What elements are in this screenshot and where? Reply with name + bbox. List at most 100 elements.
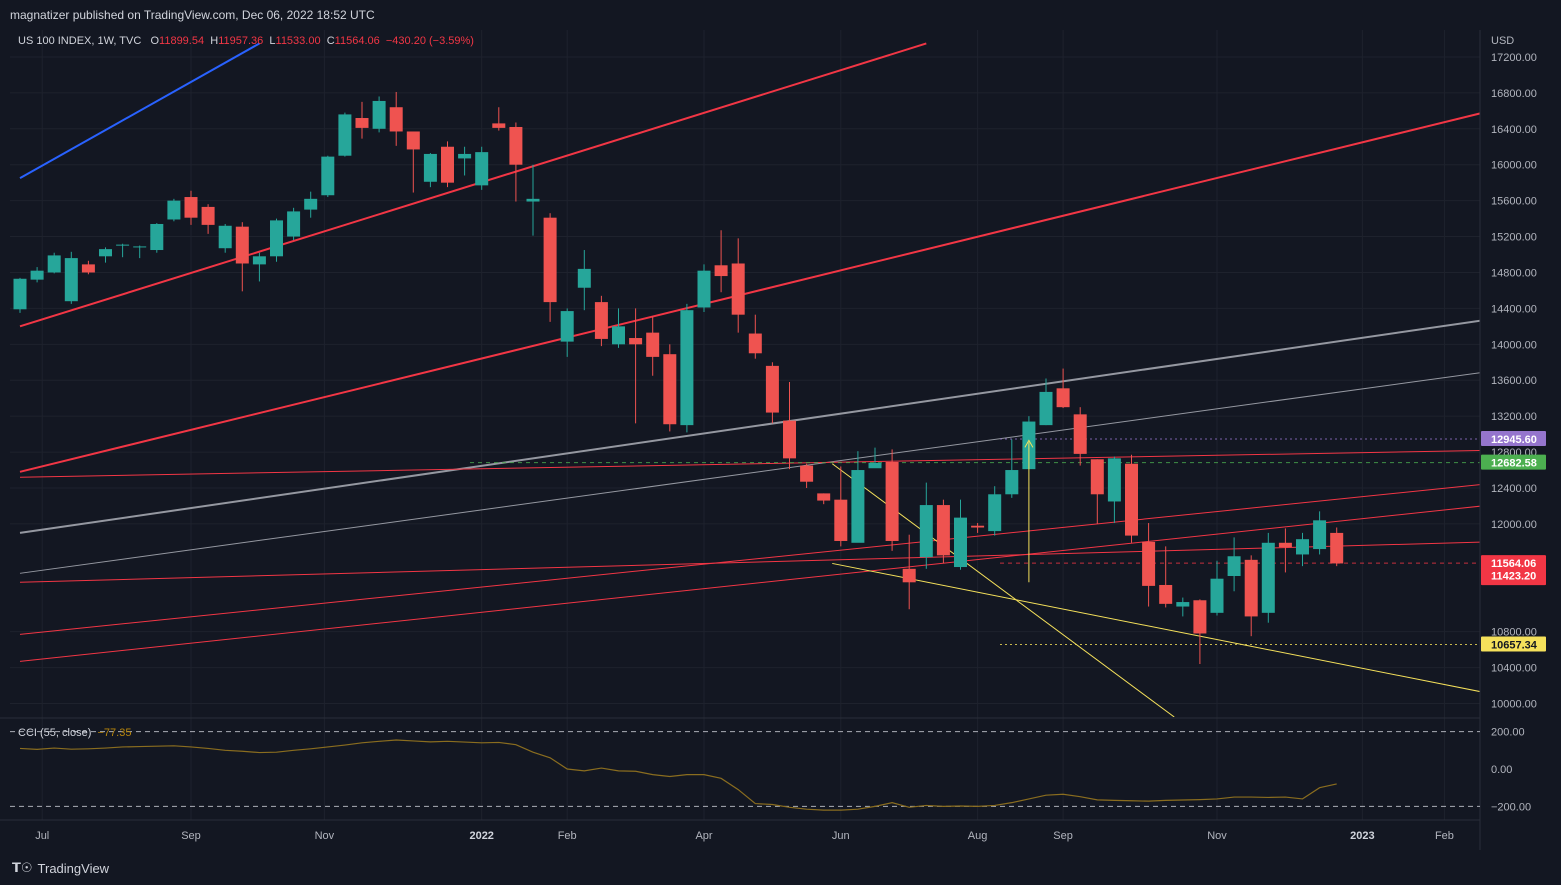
candle-body — [868, 462, 882, 469]
candle-body — [64, 258, 78, 302]
candle-body — [1330, 532, 1344, 564]
candle-body — [372, 100, 386, 129]
price-tick-label: 14000.00 — [1491, 339, 1537, 351]
tradingview-brand[interactable]: 𝗧☉ TradingView — [12, 860, 109, 876]
candle-body — [1296, 539, 1309, 555]
candle-body — [800, 465, 814, 482]
candle — [441, 141, 454, 188]
candle — [1193, 599, 1207, 665]
candle-body — [116, 244, 130, 246]
candle — [1142, 523, 1156, 607]
price-tag: 10657.34 — [1481, 636, 1546, 652]
candle — [133, 245, 147, 259]
candle-body — [218, 225, 232, 249]
candle — [99, 247, 112, 263]
cci-level-label: 200.00 — [1491, 727, 1525, 739]
candle — [1005, 439, 1019, 498]
candle — [543, 213, 557, 322]
candle-body — [492, 123, 506, 128]
trend-line — [19, 372, 1480, 574]
candle — [30, 267, 44, 283]
high-label: H — [210, 35, 219, 47]
symbol-legend[interactable]: US 100 INDEX, 1W, TVC O11899.54 H11957.3… — [18, 35, 474, 47]
candle-body — [663, 354, 677, 425]
candle — [560, 308, 574, 357]
price-tick-label: 14800.00 — [1491, 267, 1537, 279]
candle-body — [543, 217, 557, 303]
price-tag-box — [1481, 431, 1546, 447]
candle — [612, 308, 625, 348]
candle — [287, 207, 301, 241]
time-tick-label: Feb — [1435, 830, 1454, 842]
candle — [1056, 368, 1070, 409]
price-tag-box — [1481, 567, 1546, 583]
time-tick-label: Apr — [695, 830, 712, 842]
price-tag-value: 12945.60 — [1491, 434, 1537, 446]
price-tag-value: 10657.34 — [1491, 639, 1538, 651]
candle-body — [748, 333, 762, 354]
candle-body — [355, 118, 369, 128]
price-tag-value: 11423.20 — [1491, 571, 1536, 583]
time-tick-label: Jul — [35, 830, 49, 842]
price-tick-label: 10800.00 — [1491, 627, 1537, 639]
candle — [646, 316, 660, 376]
candle — [697, 264, 711, 312]
candle — [629, 308, 643, 424]
price-tick-label: 16000.00 — [1491, 160, 1537, 172]
candle — [509, 122, 523, 202]
candle — [1210, 560, 1224, 616]
grid-lines — [10, 30, 1480, 820]
candle — [458, 146, 472, 176]
candle-body — [81, 264, 95, 273]
brand-text: TradingView — [37, 860, 110, 876]
candle — [270, 218, 283, 262]
candle-body — [270, 220, 283, 257]
candle — [13, 277, 27, 313]
candle — [680, 303, 694, 433]
candle — [201, 204, 215, 234]
candle — [1107, 456, 1121, 524]
candle-body — [304, 198, 318, 210]
candle-body — [201, 206, 215, 225]
tradingview-logo-icon: 𝗧☉ — [12, 860, 33, 875]
candle-body — [1244, 559, 1258, 617]
symbol-name: US 100 INDEX, 1W, TVC — [18, 35, 142, 47]
candle — [783, 382, 796, 470]
candle-body — [13, 278, 27, 310]
candle — [885, 449, 899, 551]
candle — [1073, 407, 1087, 466]
candle-body — [851, 470, 865, 543]
candle — [167, 198, 181, 222]
candle — [372, 96, 386, 133]
candle-body — [1056, 388, 1070, 408]
candle-body — [1159, 584, 1173, 604]
price-tag: 12682.58 — [1481, 454, 1546, 470]
candle-body — [338, 114, 352, 156]
time-tick-label: Jun — [832, 830, 850, 842]
candle-body — [30, 270, 44, 280]
candle — [116, 243, 130, 258]
arrow-head — [1024, 439, 1034, 448]
cci-legend[interactable]: CCI (55, close) −77.35 — [18, 727, 131, 739]
candle-body — [389, 107, 403, 132]
candle — [492, 107, 506, 131]
candle-body — [954, 517, 967, 568]
candle-body — [99, 249, 112, 257]
candle — [47, 252, 61, 274]
price-tag-box — [1481, 454, 1546, 470]
time-tick-label: Sep — [181, 830, 201, 842]
candle-body — [594, 302, 608, 339]
candle-body — [936, 505, 950, 556]
candle-body — [1193, 600, 1207, 634]
candle-body — [834, 499, 848, 541]
candle — [150, 223, 164, 253]
trend-line — [19, 505, 1480, 662]
candle — [1090, 459, 1104, 524]
candle — [868, 447, 882, 469]
candle-body — [235, 226, 249, 264]
price-tick-label: 10400.00 — [1491, 663, 1537, 675]
candle-body — [902, 568, 916, 583]
candle — [406, 131, 420, 193]
